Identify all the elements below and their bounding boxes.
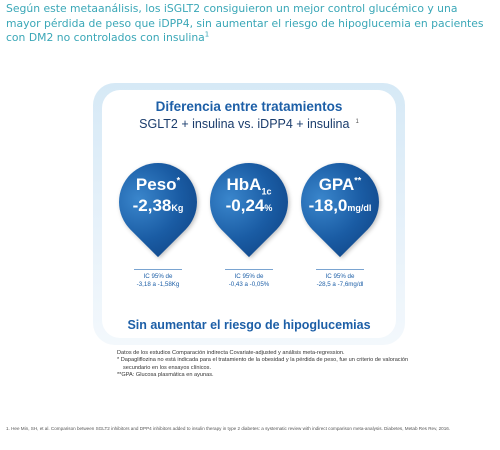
metric-confidence-interval: IC 95% de -28,5 a -7,6mg/dl xyxy=(301,265,379,289)
ci-divider xyxy=(225,269,273,270)
metric-confidence-interval: IC 95% de -0,43 a -0,05% xyxy=(210,265,288,289)
panel-title: Diferencia entre tratamientos xyxy=(155,99,343,114)
results-panel: Diferencia entre tratamientos SGLT2 + in… xyxy=(93,83,405,345)
intro-reference: 1 xyxy=(204,30,210,39)
bottom-statement: Sin aumentar el riesgo de hipoglucemias xyxy=(127,318,371,332)
metric-name: HbA1c xyxy=(226,175,272,197)
study-notes: Datos de los estudios Comparación indire… xyxy=(117,350,447,379)
metric-value: -0,24% xyxy=(225,196,273,215)
ci-divider xyxy=(316,269,364,270)
metric-value: -2,38Kg xyxy=(132,196,184,215)
metric-confidence-interval: IC 95% de -3,18 a -1,58Kg xyxy=(119,265,197,289)
intro-text: Según este metaanálisis, los iSGLT2 cons… xyxy=(6,2,484,44)
note-line: secundario en los ensayos clínicos. xyxy=(123,364,211,371)
note-line: **GPA: Glucosa plasmática en ayunas. xyxy=(117,371,214,378)
metric-name: GPA** xyxy=(318,175,362,194)
reference-footnote: 1. Hee Min, SH, et al. Comparison betwee… xyxy=(6,426,451,431)
note-line: * Dapagliflozina no está indicada para e… xyxy=(117,357,409,364)
intro-paragraph: Según este metaanálisis, los iSGLT2 cons… xyxy=(6,2,494,46)
ci-divider xyxy=(134,269,182,270)
panel-subtitle-reference: 1 xyxy=(355,118,359,125)
note-line: Datos de los estudios Comparación indire… xyxy=(117,350,345,356)
metric-name: Peso* xyxy=(135,175,181,194)
panel-subtitle: SGLT2 + insulina vs. iDPP4 + insulina 1 xyxy=(102,117,396,131)
results-card: Diferencia entre tratamientos SGLT2 + in… xyxy=(102,90,396,338)
metric-value: -18,0mg/dl xyxy=(308,196,372,215)
panel-subtitle-text: SGLT2 + insulina vs. iDPP4 + insulina xyxy=(139,117,350,131)
